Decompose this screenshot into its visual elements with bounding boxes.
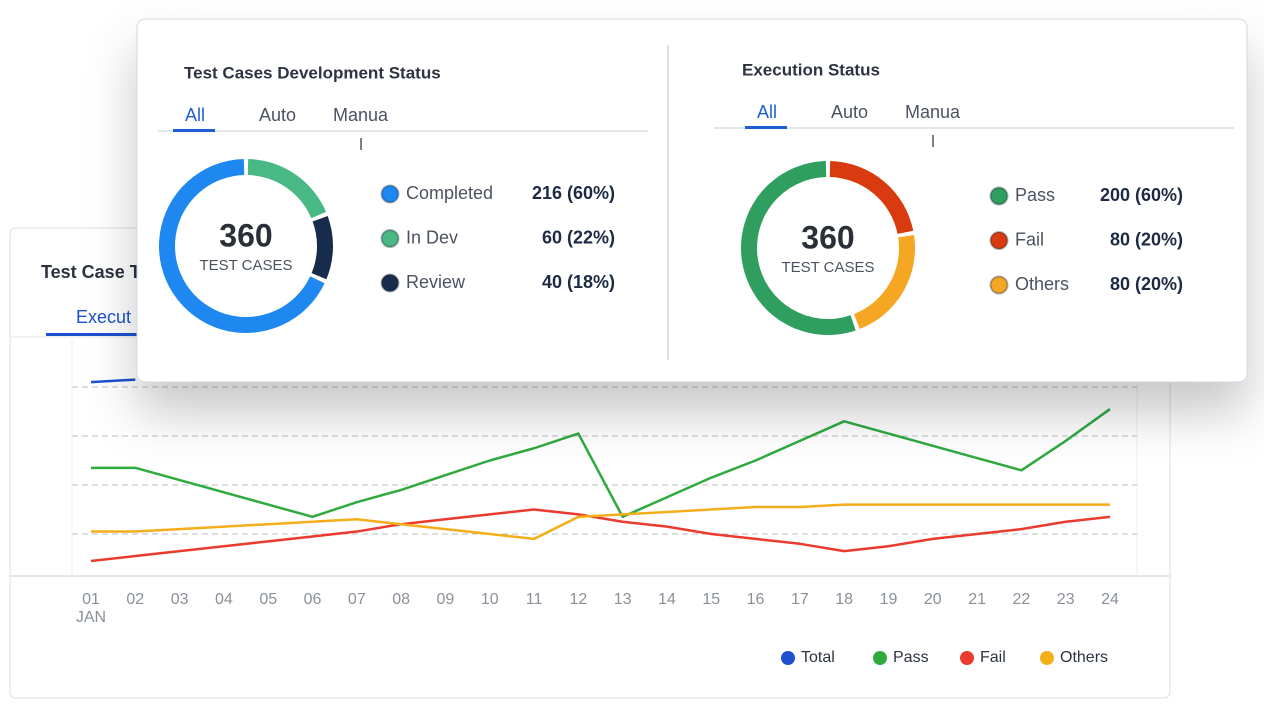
- donut-segment: [829, 161, 914, 234]
- legend-dot: [380, 273, 400, 293]
- x-tick-label: 14: [658, 591, 676, 608]
- x-tick-label: 10: [481, 591, 499, 608]
- donut-segment: [853, 235, 915, 329]
- tab[interactable]: Manua: [905, 102, 961, 122]
- month-label: JAN: [76, 609, 106, 626]
- legend-dot: [989, 186, 1009, 206]
- legend-dot: [380, 229, 400, 248]
- x-tick-label: 04: [215, 591, 233, 608]
- legend-dot: [989, 275, 1009, 295]
- x-tick-label: 11: [526, 591, 543, 608]
- x-tick-label: 17: [791, 591, 809, 608]
- x-tick-label: 21: [968, 591, 986, 608]
- x-tick-label: 15: [702, 591, 720, 608]
- legend-label: Fail: [1015, 229, 1044, 249]
- x-tick-label: 20: [924, 591, 942, 608]
- x-tick-label: 07: [348, 591, 366, 608]
- legend-dot: [781, 651, 795, 665]
- legend-value: 80 (20%): [1110, 274, 1183, 294]
- legend-value: 216 (60%): [532, 183, 615, 203]
- legend-dot: [989, 231, 1009, 250]
- legend-label: Completed: [406, 183, 493, 203]
- x-tick-label: 13: [614, 591, 632, 608]
- legend-label: In Dev: [406, 227, 458, 247]
- legend-label: Pass: [893, 649, 929, 666]
- series-line: [90, 508, 1111, 563]
- x-tick-label: 09: [437, 591, 455, 608]
- x-tick-label: 22: [1012, 591, 1030, 608]
- tab[interactable]: Auto: [831, 102, 868, 122]
- series-line: [91, 408, 1111, 519]
- x-tick-label: 24: [1101, 591, 1119, 608]
- x-tick-label: 23: [1057, 591, 1075, 608]
- legend-dot: [380, 184, 400, 204]
- x-tick-label: 12: [569, 591, 587, 608]
- legend-label: Fail: [980, 649, 1006, 666]
- donut-segment: [311, 215, 333, 280]
- tab[interactable]: All: [757, 102, 777, 122]
- x-tick-label: 19: [880, 591, 898, 608]
- tab[interactable]: All: [185, 105, 205, 125]
- series-line: [90, 378, 136, 384]
- x-tick-label: 05: [259, 591, 277, 608]
- x-tick-label: 06: [304, 591, 322, 608]
- x-tick-label: 03: [171, 591, 189, 608]
- legend-value: 40 (18%): [542, 272, 615, 292]
- legend-dot: [873, 651, 887, 665]
- legend-label: Total: [801, 649, 835, 666]
- x-tick-label: 18: [835, 591, 853, 608]
- tab[interactable]: Manua: [333, 105, 389, 125]
- card-title: Execution Status: [742, 60, 880, 79]
- legend-value: 200 (60%): [1100, 185, 1183, 205]
- card-title: Test Case T: [41, 262, 141, 282]
- legend-label: Others: [1015, 274, 1069, 294]
- legend-dot: [960, 651, 974, 665]
- x-tick-label: 16: [747, 591, 765, 608]
- center-label: TEST CASES: [781, 259, 874, 276]
- legend-value: 80 (20%): [1110, 229, 1183, 249]
- legend-label: Review: [406, 272, 466, 292]
- center-label: TEST CASES: [199, 257, 292, 274]
- tab-underline: [46, 333, 140, 336]
- series-line: [91, 503, 1110, 541]
- legend-label: Pass: [1015, 185, 1055, 205]
- card: [136, 18, 1248, 383]
- center-value: 360: [219, 217, 272, 253]
- legend-dot: [1040, 651, 1054, 665]
- card-title: Test Cases Development Status: [184, 63, 441, 82]
- x-tick-label: 08: [392, 591, 410, 608]
- x-tick-label: 01: [82, 591, 100, 608]
- tab[interactable]: Auto: [259, 105, 296, 125]
- tab-underline: [745, 126, 787, 129]
- center-value: 360: [801, 219, 854, 255]
- donut-segment: [740, 161, 856, 336]
- tab-underline: [173, 129, 215, 132]
- legend-value: 60 (22%): [542, 227, 615, 247]
- legend-label: Others: [1060, 649, 1108, 666]
- x-tick-label: 02: [126, 591, 144, 608]
- status-card: Test Cases Development Status All Auto Manu…: [136, 18, 1248, 383]
- tab[interactable]: Execut: [76, 307, 131, 327]
- donut-segment: [247, 159, 327, 219]
